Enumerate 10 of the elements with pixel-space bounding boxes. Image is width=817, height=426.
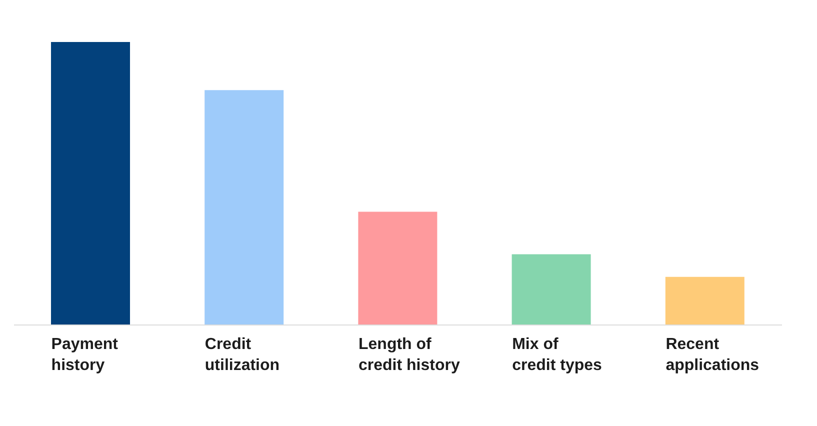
x-tick-label: Mix of credit types <box>512 336 602 374</box>
bar <box>665 276 744 325</box>
x-tick-label: Length of credit history <box>358 336 460 374</box>
bar <box>358 212 438 325</box>
bar <box>512 254 591 325</box>
bar <box>51 42 130 325</box>
x-tick-label: Credit utilization <box>204 336 280 374</box>
bar <box>204 90 284 325</box>
x-tick-label: Recent applications <box>666 336 760 374</box>
x-tick-label: Payment history <box>51 336 119 374</box>
